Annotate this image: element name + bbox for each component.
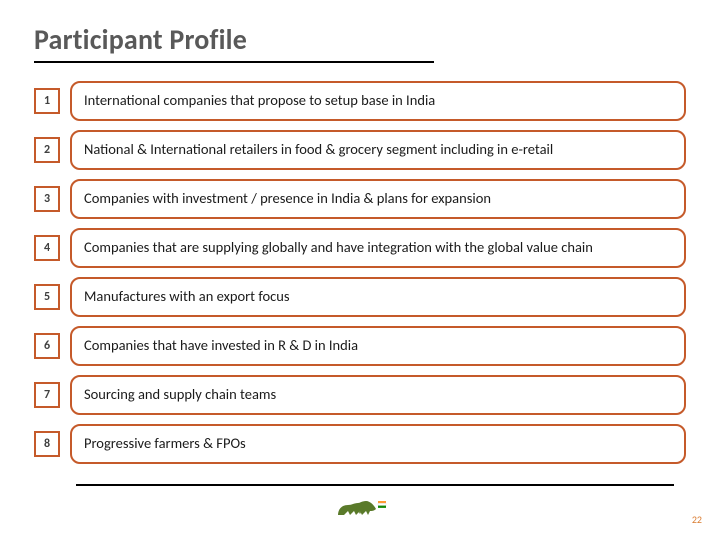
item-text-bubble: National & International retailers in fo… — [70, 130, 686, 170]
item-number-badge: 7 — [34, 382, 60, 408]
item-number-badge: 5 — [34, 284, 60, 310]
item-number-badge: 1 — [34, 88, 60, 114]
item-text-bubble: Companies that have invested in R & D in… — [70, 326, 686, 366]
item-number-badge: 3 — [34, 186, 60, 212]
item-text-bubble: Manufactures with an export focus — [70, 277, 686, 317]
list-item: 3 Companies with investment / presence i… — [34, 179, 686, 219]
item-text: International companies that propose to … — [84, 92, 435, 110]
title-underline — [34, 61, 434, 63]
item-text: Sourcing and supply chain teams — [84, 386, 276, 404]
list-item: 8 Progressive farmers & FPOs — [34, 424, 686, 464]
list-item: 4 Companies that are supplying globally … — [34, 228, 686, 268]
list-item: 1 International companies that propose t… — [34, 81, 686, 121]
bottom-rule — [76, 484, 674, 486]
list-item: 6 Companies that have invested in R & D … — [34, 326, 686, 366]
item-text: National & International retailers in fo… — [84, 141, 553, 159]
page-number: 22 — [692, 513, 702, 526]
item-text-bubble: Sourcing and supply chain teams — [70, 375, 686, 415]
item-number-badge: 4 — [34, 235, 60, 261]
item-list: 1 International companies that propose t… — [34, 81, 686, 464]
item-text-bubble: Companies that are supplying globally an… — [70, 228, 686, 268]
item-text-bubble: Companies with investment / presence in … — [70, 179, 686, 219]
item-number-badge: 6 — [34, 333, 60, 359]
item-text: Manufactures with an export focus — [84, 288, 290, 306]
item-text: Progressive farmers & FPOs — [84, 435, 246, 453]
slide: Participant Profile 1 International comp… — [0, 0, 720, 540]
item-text: Companies that have invested in R & D in… — [84, 337, 358, 355]
item-text-bubble: Progressive farmers & FPOs — [70, 424, 686, 464]
item-text-bubble: International companies that propose to … — [70, 81, 686, 121]
item-text: Companies that are supplying globally an… — [84, 239, 593, 257]
item-number-badge: 8 — [34, 431, 60, 457]
list-item: 7 Sourcing and supply chain teams — [34, 375, 686, 415]
item-number-badge: 2 — [34, 137, 60, 163]
list-item: 5 Manufactures with an export focus — [34, 277, 686, 317]
page-title: Participant Profile — [34, 22, 686, 57]
item-text: Companies with investment / presence in … — [84, 190, 491, 208]
make-in-india-logo — [332, 493, 388, 528]
list-item: 2 National & International retailers in … — [34, 130, 686, 170]
